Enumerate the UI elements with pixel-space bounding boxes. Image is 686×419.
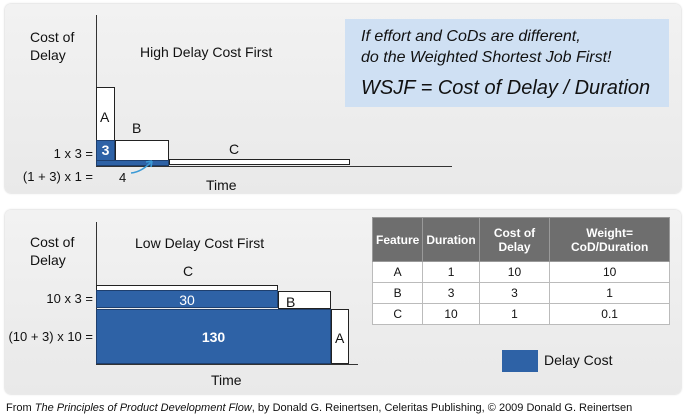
table-cell: 0.1 [549, 303, 670, 325]
top-y-axis-label-line2: Delay [30, 47, 66, 63]
bottom-job-a-box [331, 309, 349, 364]
bottom-job-c-delay-fill [96, 290, 278, 308]
table-cell: 3 [422, 282, 480, 304]
top-formula-2: (1 + 3) x 1 = [22, 169, 93, 184]
table-cell: A [371, 261, 424, 283]
footer-citation: From The Principles of Product Developme… [6, 402, 632, 414]
bottom-x-axis-label: Time [211, 372, 242, 388]
table-cell: 10 [422, 303, 480, 325]
table-header-feature: Feature [371, 217, 424, 262]
legend-label: Delay Cost [544, 352, 613, 368]
bottom-y-axis-label-line2: Delay [30, 252, 66, 268]
top-job-c-label: C [229, 141, 240, 157]
top-callout-arrow-icon [130, 160, 153, 174]
table-cell: 1 [549, 282, 670, 304]
top-value-4: 4 [119, 170, 127, 185]
table-cell: B [371, 282, 424, 304]
bottom-delay-130-fill [96, 309, 331, 364]
table-cell: C [371, 303, 424, 325]
top-y-axis-label-line1: Cost of [30, 29, 75, 45]
bottom-job-b-box [278, 291, 331, 309]
top-x-axis [96, 166, 452, 167]
footer-suffix: , by Donald G. Reinertsen, Celeritas Pub… [251, 402, 633, 414]
bottom-job-b-label: B [286, 294, 296, 310]
legend-swatch [502, 350, 538, 372]
table-header-weight: Weight= CoD/Duration [549, 217, 670, 262]
bottom-y-axis-label: Cost of Delay [30, 233, 74, 269]
bottom-x-axis [96, 364, 358, 365]
top-job-b-delay-fill [96, 160, 169, 166]
top-formula-1: 1 x 3 = [53, 146, 93, 161]
wsjf-table: Feature Duration Cost of Delay Weight= C… [371, 217, 670, 325]
top-job-a-value: 3 [101, 142, 110, 158]
table-cell: 10 [549, 261, 670, 283]
bottom-value-130: 130 [201, 329, 226, 345]
top-job-b-label: B [132, 120, 142, 136]
callout-line-2: do the Weighted Shortest Job First! [361, 49, 612, 66]
table-header-cost-of-delay: Cost of Delay [478, 217, 551, 262]
table-row: C 10 1 0.1 [371, 303, 670, 325]
table-cell: 1 [478, 303, 551, 325]
bottom-job-c-label: C [183, 263, 194, 279]
bottom-formula-1: 10 x 3 = [46, 291, 93, 306]
wsjf-callout: If effort and CoDs are different, do the… [345, 19, 669, 107]
callout-wsjf-formula: WSJF = Cost of Delay / Duration [361, 77, 651, 99]
table-cell: 10 [478, 261, 551, 283]
table-header-row: Feature Duration Cost of Delay Weight= C… [371, 217, 670, 262]
bottom-formula-2: (10 + 3) x 10 = [8, 329, 93, 344]
bottom-job-a-label: A [335, 330, 345, 346]
bottom-value-30: 30 [179, 292, 195, 308]
table-header-duration: Duration [422, 217, 480, 262]
bottom-y-axis-label-line1: Cost of [30, 234, 75, 250]
table-cell: 3 [478, 282, 551, 304]
top-x-axis-label: Time [206, 177, 237, 193]
callout-line-1: If effort and CoDs are different, [361, 28, 581, 45]
table-row: A 1 10 10 [371, 261, 670, 283]
bottom-panel-title: Low Delay Cost First [135, 235, 265, 251]
footer-prefix: From [6, 402, 35, 414]
top-job-a-label: A [100, 109, 110, 125]
table-row: B 3 3 1 [371, 282, 670, 304]
top-job-c-box [169, 159, 350, 165]
top-y-axis-label: Cost of Delay [30, 28, 74, 64]
table-cell: 1 [422, 261, 480, 283]
footer-book-title: The Principles of Product Development Fl… [34, 402, 252, 414]
top-panel-title: High Delay Cost First [140, 44, 273, 60]
